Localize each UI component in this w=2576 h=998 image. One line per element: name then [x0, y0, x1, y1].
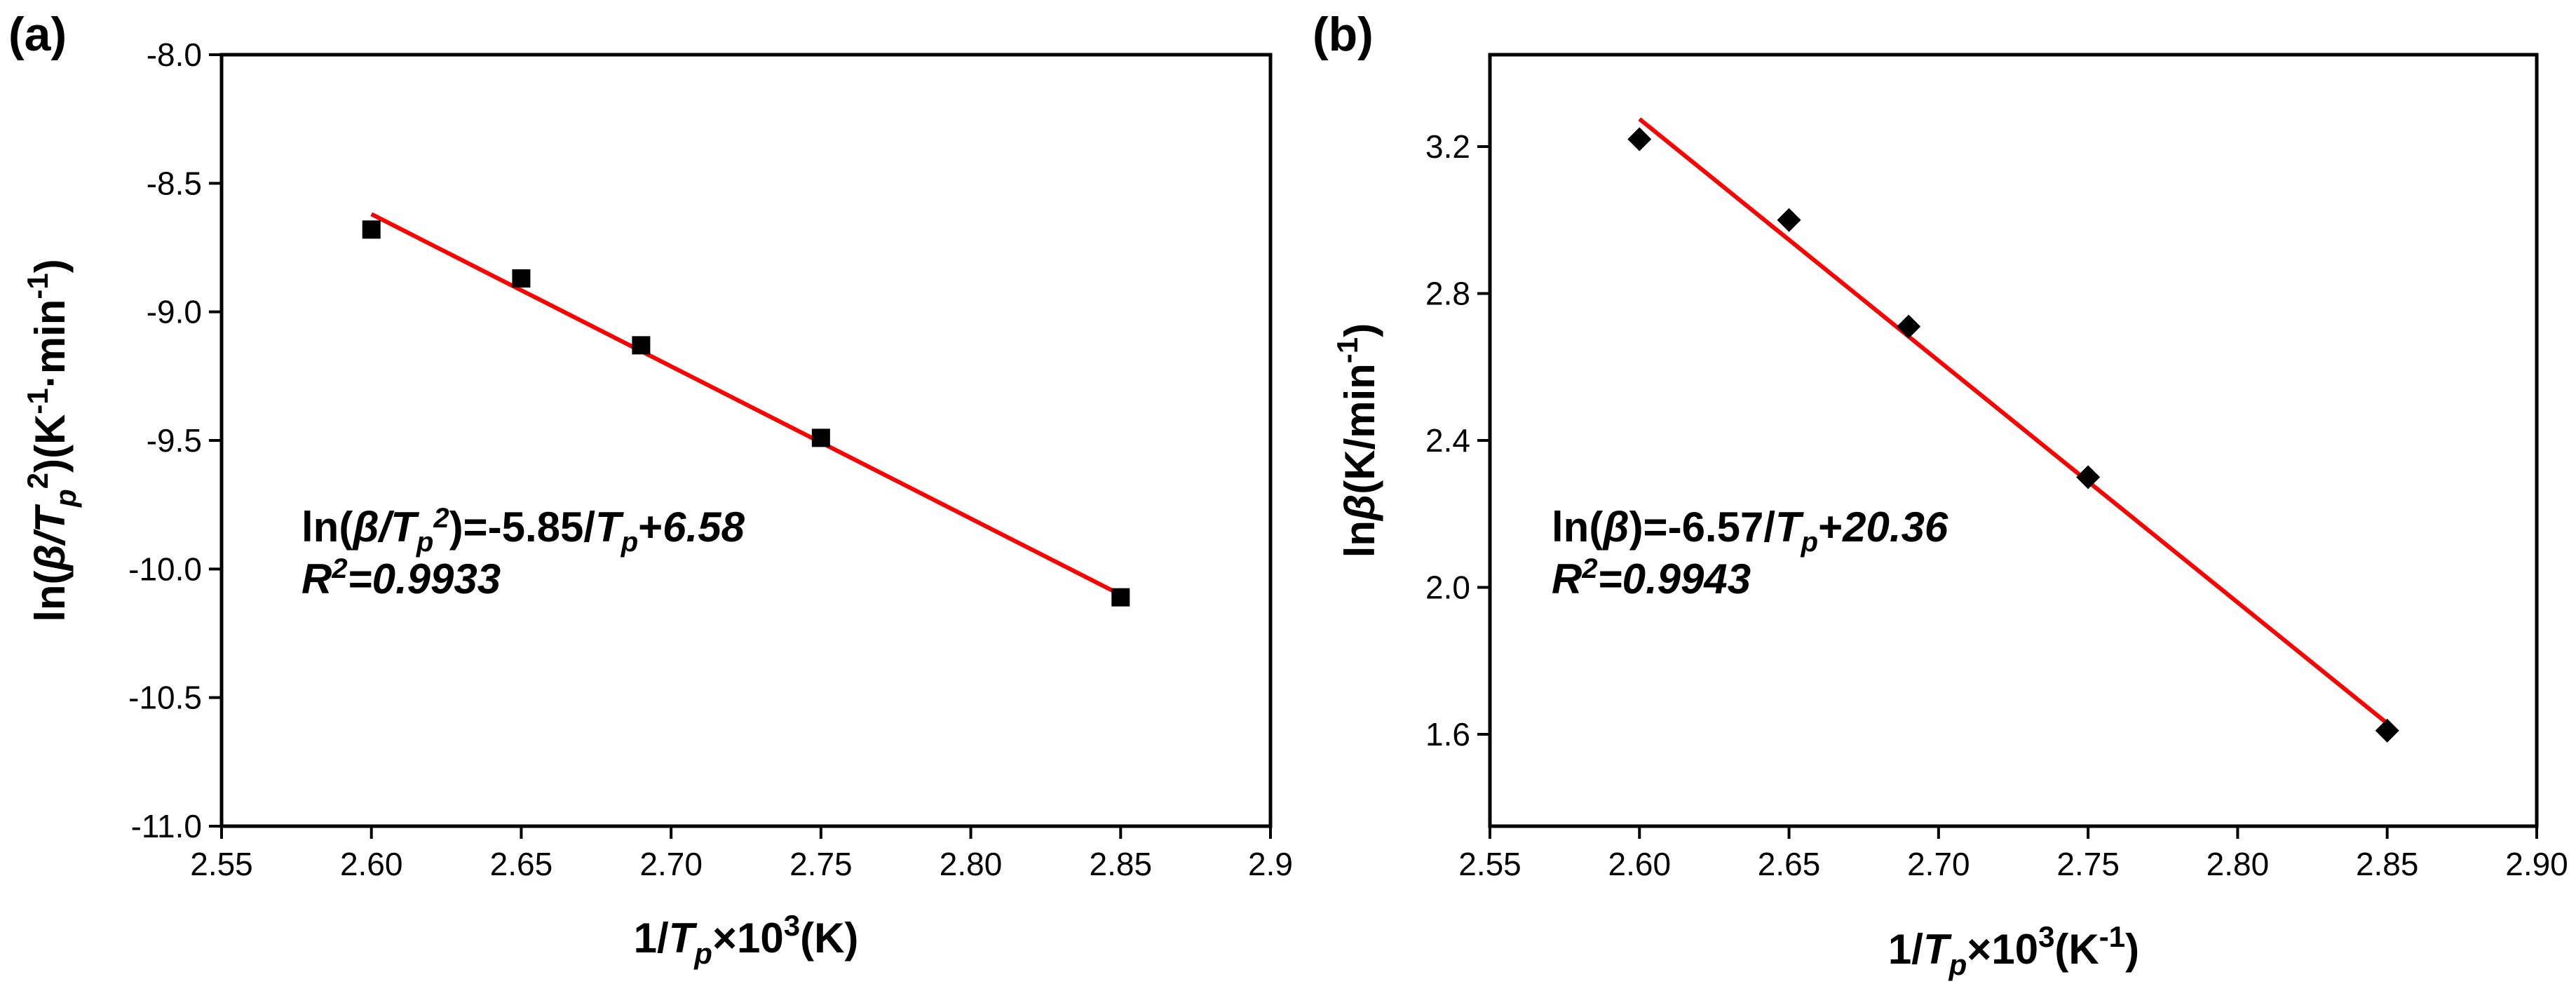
- panel-a-x-tick-label: 2.9: [1248, 846, 1293, 882]
- panel-a-data-point: [512, 269, 531, 288]
- panel-b-x-tick-label: 2.55: [1458, 846, 1521, 882]
- panel-b-data-point: [1777, 208, 1801, 232]
- panel-a-r2: R2=0.9933: [301, 553, 501, 602]
- panel-b-x-tick-label: 2.65: [1758, 846, 1821, 882]
- panel-a-y-tick-label: -9.5: [147, 422, 202, 459]
- panel-a-data-point: [1111, 588, 1130, 607]
- panel-b-x-tick-label: 2.80: [2206, 846, 2270, 882]
- panel-b-fit: [1638, 117, 2389, 725]
- panel-b-x-tick-label: 2.75: [2056, 846, 2120, 882]
- panel-b-data-point: [2076, 465, 2101, 490]
- panel-a-plot-frame: [219, 53, 1273, 828]
- panel-b-equation: ln(β)=-6.57/Tp+20.36: [1552, 504, 1948, 558]
- panel-a-fit-line: [370, 212, 1122, 597]
- panel-a-ticks: 2.55 2.60 2.65 2.70 2.75 2.80 2.85 2.9 -8.0 -8.5 -…: [128, 36, 1293, 882]
- panel-a: (a) 2.55 2.60 2.65 2.70 2.75 2.80 2.85 2.9 -8.0 -…: [8, 8, 1293, 970]
- panel-b-y-tick-label: 2.0: [1425, 569, 1470, 606]
- panel-b-ticks: 2.55 2.60 2.65 2.70 2.75 2.80 2.85 2.90 1.6 2.0 2.…: [1425, 128, 2568, 882]
- panel-a-x-tick-label: 2.55: [190, 846, 253, 882]
- panel-a-equation: ln(β/Tp2)=-5.85/Tp+6.58: [301, 503, 745, 558]
- panel-b-x-axis-label: 1/Tp×103(K-1): [1888, 920, 2139, 981]
- panel-a-y-tick-label: -10.0: [128, 551, 202, 587]
- panel-b-y-tick-label: 2.4: [1425, 422, 1470, 459]
- panel-a-y-tick-label: -8.0: [147, 36, 202, 73]
- panel-a-y-tick-label: -9.0: [147, 294, 202, 330]
- panel-a-x-tick-label: 2.60: [340, 846, 403, 882]
- panel-b-y-axis-label: lnβ(K/min-1): [1331, 323, 1383, 558]
- panel-b-data-point: [1627, 127, 1652, 151]
- panel-a-data-point: [811, 429, 830, 447]
- panel-a-label: (a): [8, 8, 67, 61]
- panel-a-y-tick-label: -10.5: [128, 680, 202, 716]
- panel-a-y-tick-label: -11.0: [131, 808, 202, 844]
- panel-b-points: [1627, 127, 2399, 743]
- panel-b-y-tick-label: 1.6: [1425, 716, 1470, 753]
- panel-a-data-point: [362, 220, 381, 239]
- panel-a-x-axis-label: 1/Tp×103(K): [634, 909, 859, 970]
- panel-b-data-point: [2375, 718, 2399, 743]
- panel-a-x-tick-label: 2.65: [490, 846, 553, 882]
- panel-b-x-tick-label: 2.85: [2356, 846, 2419, 882]
- panel-a-points: [362, 220, 1130, 607]
- panel-a-y-tick-label: -8.5: [147, 165, 202, 201]
- panel-a-y-axis-label: ln(β/Tp2)(K-1·min-1): [21, 259, 82, 622]
- panel-b-fit-line: [1638, 117, 2389, 725]
- panel-a-x-tick-label: 2.75: [789, 846, 853, 882]
- panel-a-x-tick-label: 2.70: [639, 846, 703, 882]
- panel-b-x-tick-label: 2.90: [2505, 846, 2568, 882]
- panel-b-y-tick-label: 2.8: [1425, 275, 1470, 311]
- panel-a-x-tick-label: 2.80: [940, 846, 1003, 882]
- panel-b: (b) 2.55 2.60 2.65 2.70 2.75 2.80 2.85 2.901.62…: [1313, 8, 2568, 981]
- panel-b-r2: R2=0.9943: [1552, 553, 1751, 602]
- panel-b-y-tick-label: 3.2: [1425, 128, 1470, 165]
- panel-b-x-tick-label: 2.60: [1608, 846, 1672, 882]
- panel-b-data-point: [1897, 314, 1921, 339]
- panel-b-x-tick-label: 2.70: [1907, 846, 1970, 882]
- panel-a-x-tick-label: 2.85: [1090, 846, 1153, 882]
- panel-a-data-point: [632, 336, 651, 355]
- panel-b-plot-frame: [1488, 53, 2539, 828]
- panel-b-label: (b): [1313, 8, 1374, 61]
- panel-a-fit: [370, 212, 1122, 597]
